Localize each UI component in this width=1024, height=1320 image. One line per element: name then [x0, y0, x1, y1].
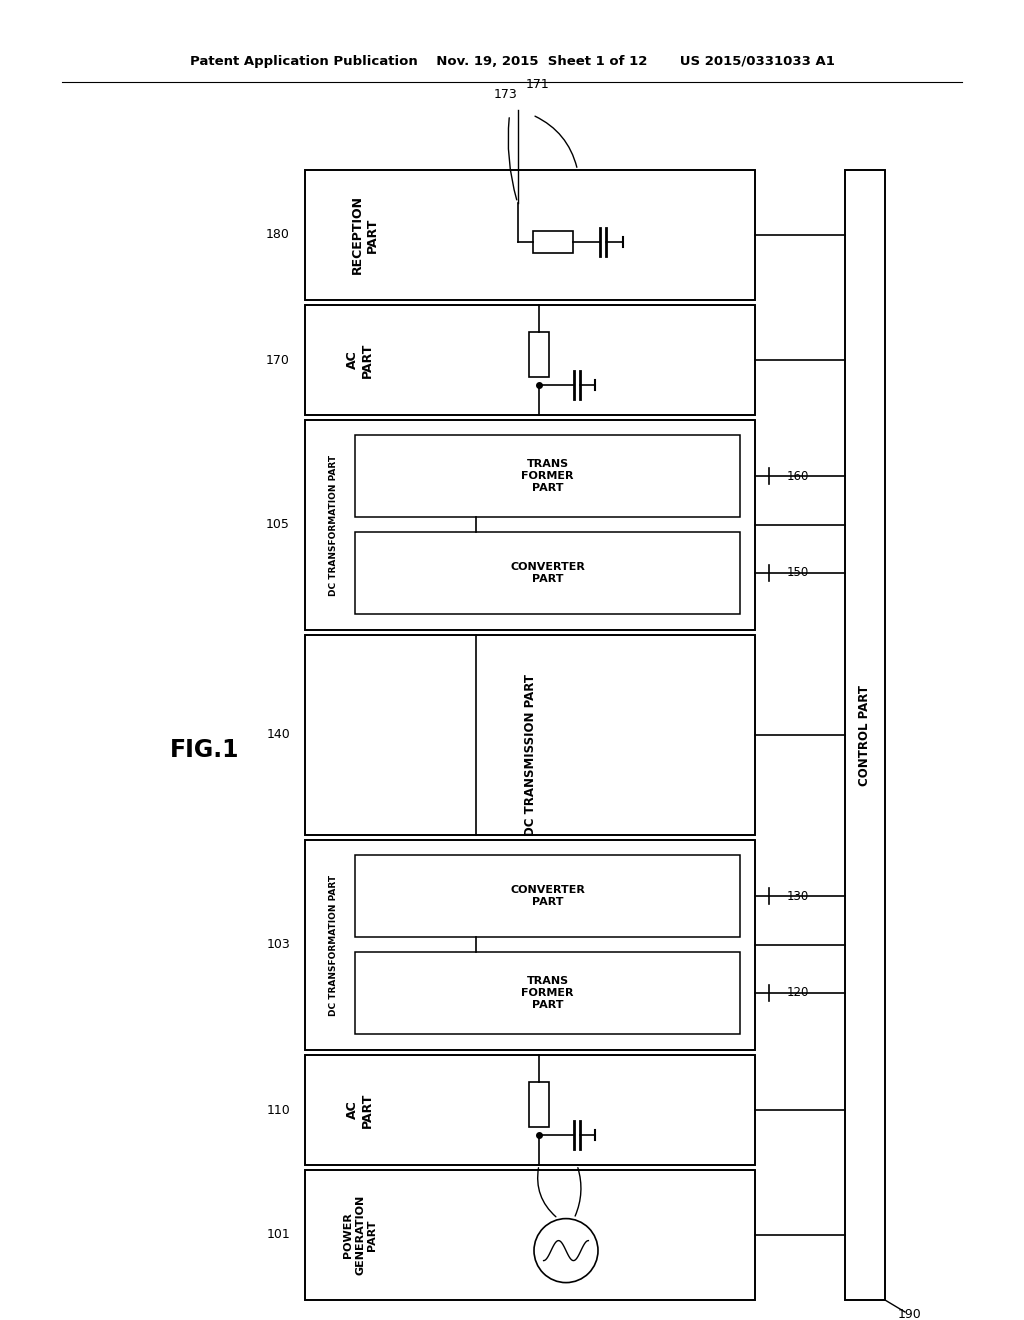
Bar: [529, 333, 549, 378]
Text: 190: 190: [898, 1308, 922, 1320]
Text: 140: 140: [266, 729, 290, 742]
Text: CONVERTER
PART: CONVERTER PART: [510, 562, 585, 583]
FancyArrowPatch shape: [535, 116, 577, 168]
Bar: [305, 305, 755, 414]
Bar: [355, 952, 740, 1034]
Text: FIG.1: FIG.1: [170, 738, 240, 762]
Bar: [355, 855, 740, 937]
Text: DC TRANSFORMATION PART: DC TRANSFORMATION PART: [329, 454, 338, 595]
FancyArrowPatch shape: [575, 1168, 581, 1216]
Text: CONVERTER
PART: CONVERTER PART: [510, 886, 585, 907]
Text: Patent Application Publication    Nov. 19, 2015  Sheet 1 of 12       US 2015/033: Patent Application Publication Nov. 19, …: [189, 55, 835, 69]
FancyArrowPatch shape: [538, 1168, 556, 1217]
Text: 173: 173: [494, 88, 517, 102]
Text: 170: 170: [266, 354, 290, 367]
Text: POWER
GENERATION
PART: POWER GENERATION PART: [343, 1195, 377, 1275]
FancyArrowPatch shape: [508, 117, 517, 199]
Text: AC
PART: AC PART: [346, 342, 374, 378]
Text: RECEPTION
PART: RECEPTION PART: [351, 195, 379, 275]
Text: 130: 130: [786, 890, 809, 903]
Text: DC TRANSMISSION PART: DC TRANSMISSION PART: [523, 675, 537, 836]
Bar: [305, 840, 755, 1049]
Bar: [305, 1055, 755, 1166]
Text: 103: 103: [266, 939, 290, 952]
Bar: [532, 231, 572, 252]
Text: DC TRANSFORMATION PART: DC TRANSFORMATION PART: [329, 874, 338, 1015]
Bar: [845, 170, 885, 1300]
Bar: [305, 635, 755, 836]
Text: 120: 120: [786, 986, 809, 999]
Bar: [305, 1170, 755, 1300]
Text: AC
PART: AC PART: [346, 1093, 374, 1127]
Bar: [305, 170, 755, 300]
Bar: [529, 1082, 549, 1127]
Text: 101: 101: [266, 1229, 290, 1242]
Text: 105: 105: [266, 519, 290, 532]
Text: TRANS
FORMER
PART: TRANS FORMER PART: [521, 459, 573, 492]
Text: 160: 160: [786, 470, 809, 483]
Bar: [355, 436, 740, 517]
Text: 110: 110: [266, 1104, 290, 1117]
Text: TRANS
FORMER
PART: TRANS FORMER PART: [521, 977, 573, 1010]
Bar: [305, 420, 755, 630]
Text: 150: 150: [786, 566, 809, 579]
Text: 180: 180: [266, 228, 290, 242]
Bar: [355, 532, 740, 614]
Text: CONTROL PART: CONTROL PART: [858, 685, 871, 785]
Text: 171: 171: [525, 78, 549, 91]
